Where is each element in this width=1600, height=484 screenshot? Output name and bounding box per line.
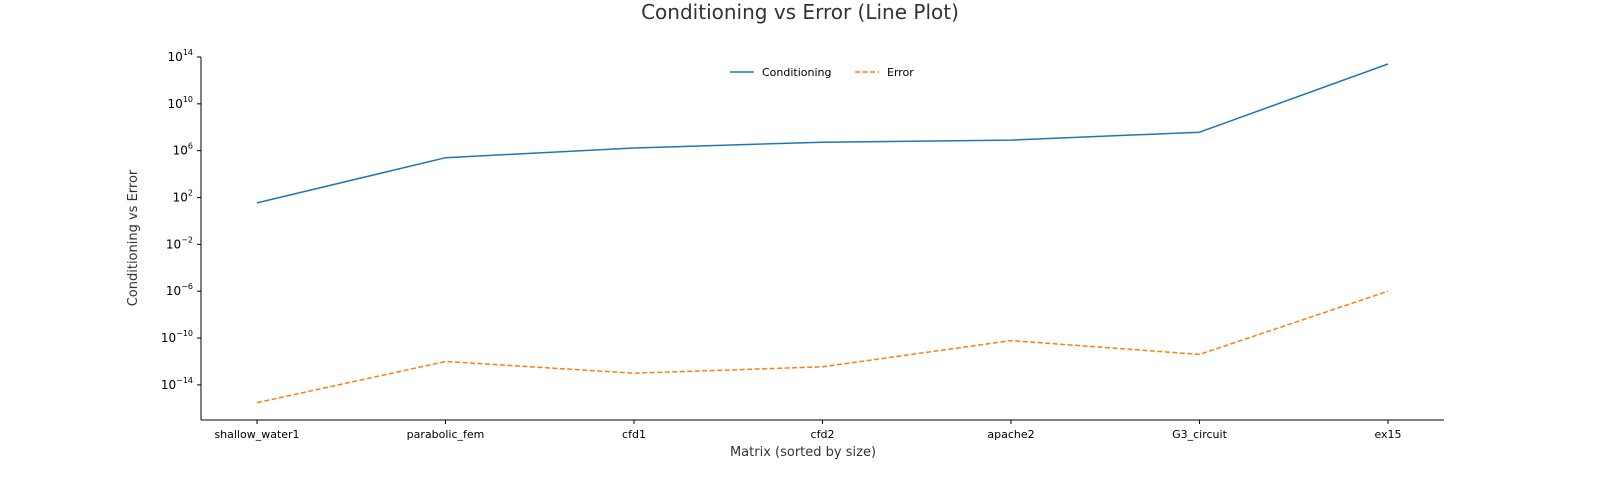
legend-entry-conditioning: Conditioning <box>730 66 832 79</box>
plot-area: 10−14 10−10 10−6 10−2 102 106 1010 1014 shallow_… <box>161 48 1444 441</box>
legend-entry-error: Error <box>855 66 914 79</box>
y-tick-label: 102 <box>173 189 193 205</box>
y-tick-label: 10−2 <box>166 235 193 251</box>
y-tick-label: 106 <box>173 142 193 158</box>
y-tick-label: 10−14 <box>161 376 193 392</box>
legend-label: Error <box>887 66 914 79</box>
series-line-conditioning <box>256 63 1389 204</box>
y-tick-label: 10−6 <box>166 282 193 298</box>
x-axis-label: Matrix (sorted by size) <box>730 445 876 460</box>
y-tick-label: 1014 <box>168 48 193 64</box>
x-tick-label: ex15 <box>1374 428 1401 441</box>
legend: Conditioning Error <box>730 66 914 79</box>
y-axis-label: Conditioning vs Error <box>126 169 141 306</box>
x-tick-label: apache2 <box>987 428 1034 441</box>
x-tick-label: G3_circuit <box>1172 428 1227 441</box>
chart-title: Conditioning vs Error (Line Plot) <box>641 0 959 24</box>
x-tick-label: parabolic_fem <box>407 428 485 441</box>
x-tick-label: cfd1 <box>622 428 646 441</box>
x-tick-label: shallow_water1 <box>214 428 299 441</box>
x-tick-label: cfd2 <box>811 428 835 441</box>
y-tick-label: 10−10 <box>161 329 193 345</box>
series-line-error <box>256 290 1389 404</box>
y-tick-label: 1010 <box>168 95 193 111</box>
legend-label: Conditioning <box>762 66 832 79</box>
